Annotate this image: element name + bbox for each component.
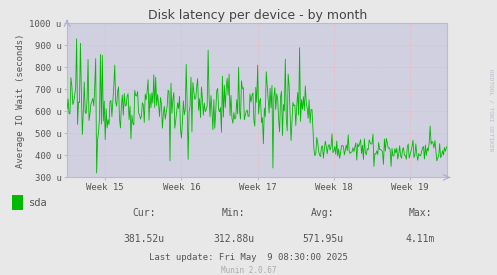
Text: Min:: Min: <box>222 208 246 218</box>
Text: sda: sda <box>29 199 48 208</box>
Text: Avg:: Avg: <box>311 208 335 218</box>
Text: RRDTOOL / TOBI OETIKER: RRDTOOL / TOBI OETIKER <box>488 69 493 151</box>
Text: Max:: Max: <box>408 208 432 218</box>
Y-axis label: Average IO Wait (seconds): Average IO Wait (seconds) <box>16 33 25 167</box>
Text: Last update: Fri May  9 08:30:00 2025: Last update: Fri May 9 08:30:00 2025 <box>149 253 348 262</box>
Title: Disk latency per device - by month: Disk latency per device - by month <box>148 9 367 22</box>
Text: 4.11m: 4.11m <box>405 234 435 244</box>
Text: 312.88u: 312.88u <box>213 234 254 244</box>
Text: 571.95u: 571.95u <box>303 234 343 244</box>
Text: 381.52u: 381.52u <box>124 234 165 244</box>
Text: Cur:: Cur: <box>132 208 156 218</box>
Text: Munin 2.0.67: Munin 2.0.67 <box>221 266 276 274</box>
